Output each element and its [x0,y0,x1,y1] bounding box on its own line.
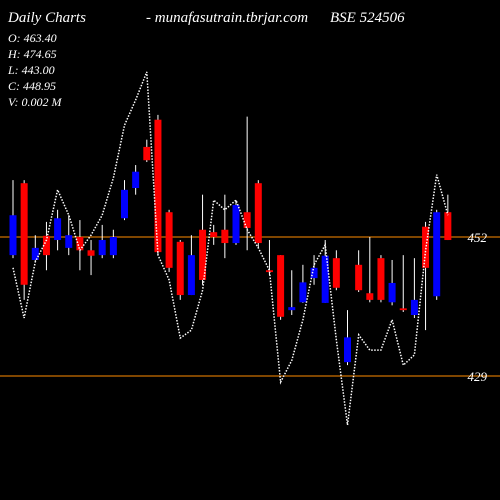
source: - munafasutrain.tbrjar.com [146,10,308,26]
candle-body [87,250,95,256]
candle-body [310,267,318,279]
y-tick-label: 452 [468,230,488,245]
y-tick-label: 429 [468,369,488,384]
candle-body [165,212,173,268]
candle-body [288,307,296,311]
candle-body [433,212,441,297]
candle-body [399,308,407,311]
candle-body [109,237,117,256]
candle-body [366,293,374,300]
candle-body [254,183,262,244]
candle-body [243,212,251,228]
candle-body [277,255,285,317]
info-line: C: 448.95 [8,79,56,93]
candle-body [388,282,396,303]
candle-body [377,258,385,300]
candle-body [265,270,273,273]
candle-body [199,229,207,280]
candle-body [332,258,340,288]
candle-body [42,235,50,256]
info-line: L: 443.00 [7,63,55,77]
candle-body [31,247,39,260]
symbol: BSE 524506 [330,10,405,26]
candle-body [154,119,162,253]
candle-body [210,232,218,238]
info-line: V: 0.002 M [8,95,63,109]
info-line: H: 474.65 [7,47,57,61]
candle-body [321,255,329,303]
candle-body [176,241,184,296]
candle-body [98,240,106,256]
info-line: O: 463.40 [8,31,57,45]
candle-body [9,215,17,256]
candle-body [232,204,240,244]
candle-body [54,218,62,241]
chart-title: Daily Charts [7,10,86,26]
candle-body [299,282,307,303]
candle-body [422,226,430,268]
candle-body [143,146,151,161]
info-block: O: 463.40 H: 474.65 L: 443.00 C: 448.95 V: 0… [7,31,63,109]
candle-body [221,229,229,244]
candle-body [20,183,28,285]
candle-body [132,171,140,189]
candle-body [444,212,452,241]
candle-body [65,235,73,248]
candle-body [121,189,128,219]
candle-body [410,299,418,315]
candle-body [187,255,195,296]
candle-body [344,337,351,363]
candle-body [355,264,363,291]
average-line [12,71,449,426]
candle-body [76,237,84,251]
